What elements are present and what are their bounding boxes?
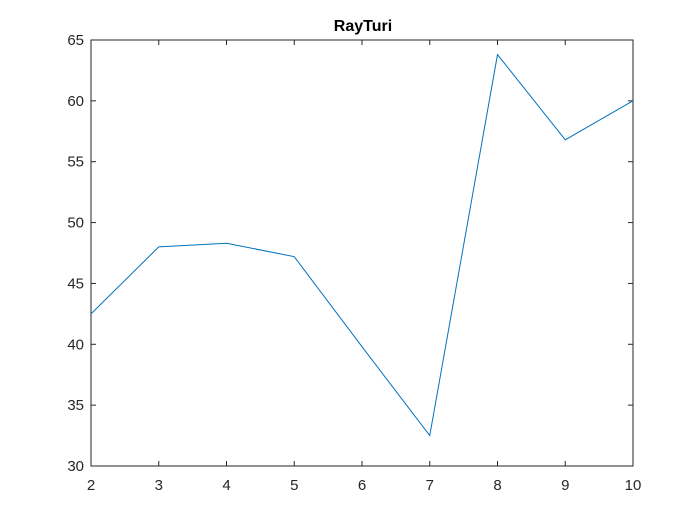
x-tick-label: 9 xyxy=(561,477,569,494)
x-tick-label: 10 xyxy=(625,477,642,494)
y-axis: 30 35 40 45 50 55 60 65 xyxy=(67,32,633,475)
y-tick-label: 45 xyxy=(67,275,84,292)
plot-area xyxy=(90,39,634,467)
chart-title: RayTuri xyxy=(334,18,392,35)
y-tick-label: 30 xyxy=(67,458,84,475)
x-tick-label: 5 xyxy=(290,477,298,494)
series-layer xyxy=(90,53,634,437)
y-tick-label: 50 xyxy=(67,215,84,232)
x-axis: 2 3 4 5 6 7 8 9 10 xyxy=(87,40,642,494)
x-tick-label: 3 xyxy=(155,477,163,494)
y-tick-label: 55 xyxy=(67,154,84,171)
y-tick-label: 60 xyxy=(67,93,84,110)
y-tick-label: 35 xyxy=(67,397,84,414)
x-tick-label: 8 xyxy=(493,477,501,494)
x-tick-label: 7 xyxy=(426,477,434,494)
x-tick-label: 2 xyxy=(87,477,95,494)
x-tick-label: 6 xyxy=(358,477,366,494)
series-line xyxy=(90,53,634,437)
y-tick-label: 40 xyxy=(67,336,84,353)
y-tick-label: 65 xyxy=(67,32,84,49)
x-tick-label: 4 xyxy=(222,477,230,494)
